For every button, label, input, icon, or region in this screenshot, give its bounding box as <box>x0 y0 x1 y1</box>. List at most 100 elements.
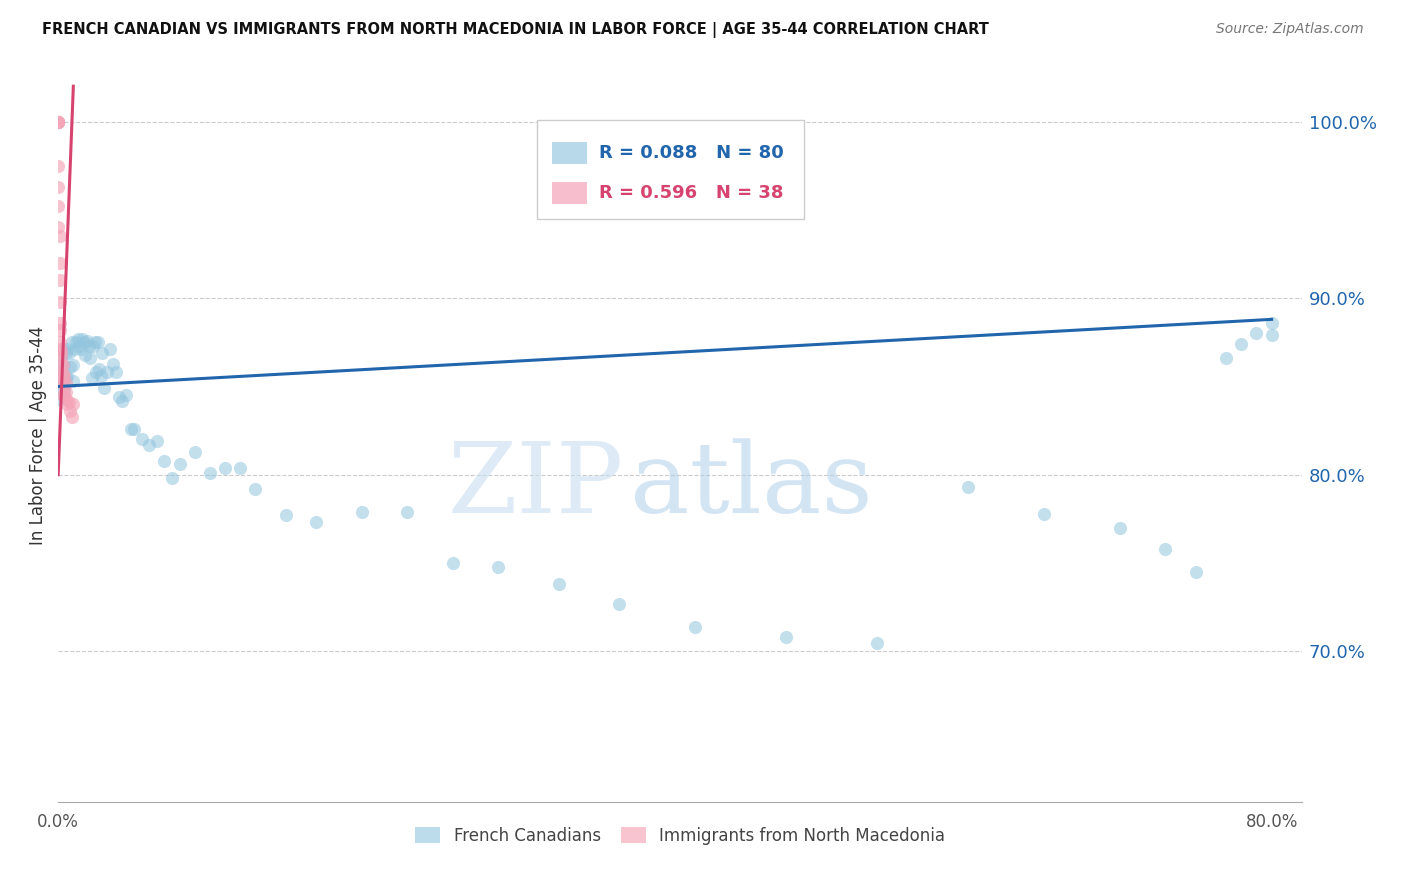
Point <box>65 335 87 350</box>
Point <box>46 220 69 235</box>
Point <box>48 343 70 357</box>
Text: R = 0.596   N = 38: R = 0.596 N = 38 <box>599 184 783 202</box>
Point <box>75 348 97 362</box>
Point <box>120 422 142 436</box>
Point <box>169 457 191 471</box>
Point <box>46 114 69 128</box>
Point <box>63 343 86 357</box>
Point <box>153 453 176 467</box>
Text: Source: ZipAtlas.com: Source: ZipAtlas.com <box>1216 22 1364 37</box>
Point <box>84 365 107 379</box>
Point <box>66 332 89 346</box>
Text: FRENCH CANADIAN VS IMMIGRANTS FROM NORTH MACEDONIA IN LABOR FORCE | AGE 35-44 CO: FRENCH CANADIAN VS IMMIGRANTS FROM NORTH… <box>42 22 988 38</box>
Legend: French Canadians, Immigrants from North Macedonia: French Canadians, Immigrants from North … <box>415 827 945 845</box>
Point <box>51 372 73 386</box>
Point <box>55 346 77 360</box>
Point <box>1230 337 1253 351</box>
Point <box>108 390 131 404</box>
Point <box>305 516 328 530</box>
Point <box>441 556 464 570</box>
Point <box>56 397 79 411</box>
Point <box>51 374 73 388</box>
Point <box>101 357 124 371</box>
Point <box>80 370 103 384</box>
Point <box>51 344 73 359</box>
Point <box>866 635 889 649</box>
Point <box>82 339 104 353</box>
Point <box>53 379 76 393</box>
Point <box>62 397 84 411</box>
Point <box>60 409 83 424</box>
Point <box>62 374 84 388</box>
Point <box>52 376 75 390</box>
Point <box>56 368 79 383</box>
Point <box>198 466 221 480</box>
Point <box>52 359 75 373</box>
Point <box>46 179 69 194</box>
Point <box>93 381 115 395</box>
Point <box>138 438 160 452</box>
Point <box>46 114 69 128</box>
Point <box>957 480 980 494</box>
Point <box>46 114 69 128</box>
Point <box>183 445 205 459</box>
Point <box>55 376 77 390</box>
Point <box>55 384 77 399</box>
Point <box>214 460 236 475</box>
Point <box>76 334 98 348</box>
Point <box>51 350 73 364</box>
Point <box>274 508 297 523</box>
Point <box>48 273 70 287</box>
Point <box>96 365 118 379</box>
Point <box>52 370 75 384</box>
Point <box>48 359 70 374</box>
Point <box>115 388 138 402</box>
Text: ZIP: ZIP <box>449 439 624 534</box>
Point <box>46 199 69 213</box>
Y-axis label: In Labor Force | Age 35-44: In Labor Force | Age 35-44 <box>30 326 46 545</box>
Point <box>160 471 183 485</box>
Point <box>48 294 70 309</box>
Point <box>72 332 94 346</box>
Point <box>350 505 373 519</box>
Point <box>60 335 83 350</box>
Point <box>91 346 114 360</box>
Point <box>70 343 93 357</box>
Point <box>111 393 134 408</box>
Point <box>547 577 569 591</box>
Point <box>52 343 75 357</box>
Point <box>51 357 73 371</box>
Point <box>229 460 252 475</box>
Point <box>89 361 111 376</box>
Point <box>48 316 70 330</box>
Point <box>46 392 69 406</box>
Point <box>609 597 631 611</box>
Point <box>52 388 75 402</box>
Point <box>131 433 153 447</box>
Point <box>59 404 82 418</box>
Point <box>1154 541 1177 556</box>
Point <box>51 367 73 381</box>
Point <box>79 351 101 366</box>
Point <box>55 370 77 384</box>
Point <box>53 388 76 402</box>
Point <box>1185 565 1208 579</box>
Point <box>98 343 121 357</box>
Point <box>775 630 797 644</box>
Point <box>51 350 73 364</box>
Point <box>58 395 80 409</box>
Point <box>145 434 167 449</box>
Point <box>55 392 77 406</box>
Point <box>46 114 69 128</box>
FancyBboxPatch shape <box>537 120 804 219</box>
Point <box>122 422 145 436</box>
FancyBboxPatch shape <box>553 182 586 204</box>
Point <box>77 339 100 353</box>
Text: R = 0.088   N = 80: R = 0.088 N = 80 <box>599 144 785 161</box>
Point <box>59 359 82 374</box>
Point <box>104 365 127 379</box>
Point <box>58 346 80 360</box>
Point <box>245 482 267 496</box>
Point <box>48 256 70 270</box>
Point <box>48 323 70 337</box>
